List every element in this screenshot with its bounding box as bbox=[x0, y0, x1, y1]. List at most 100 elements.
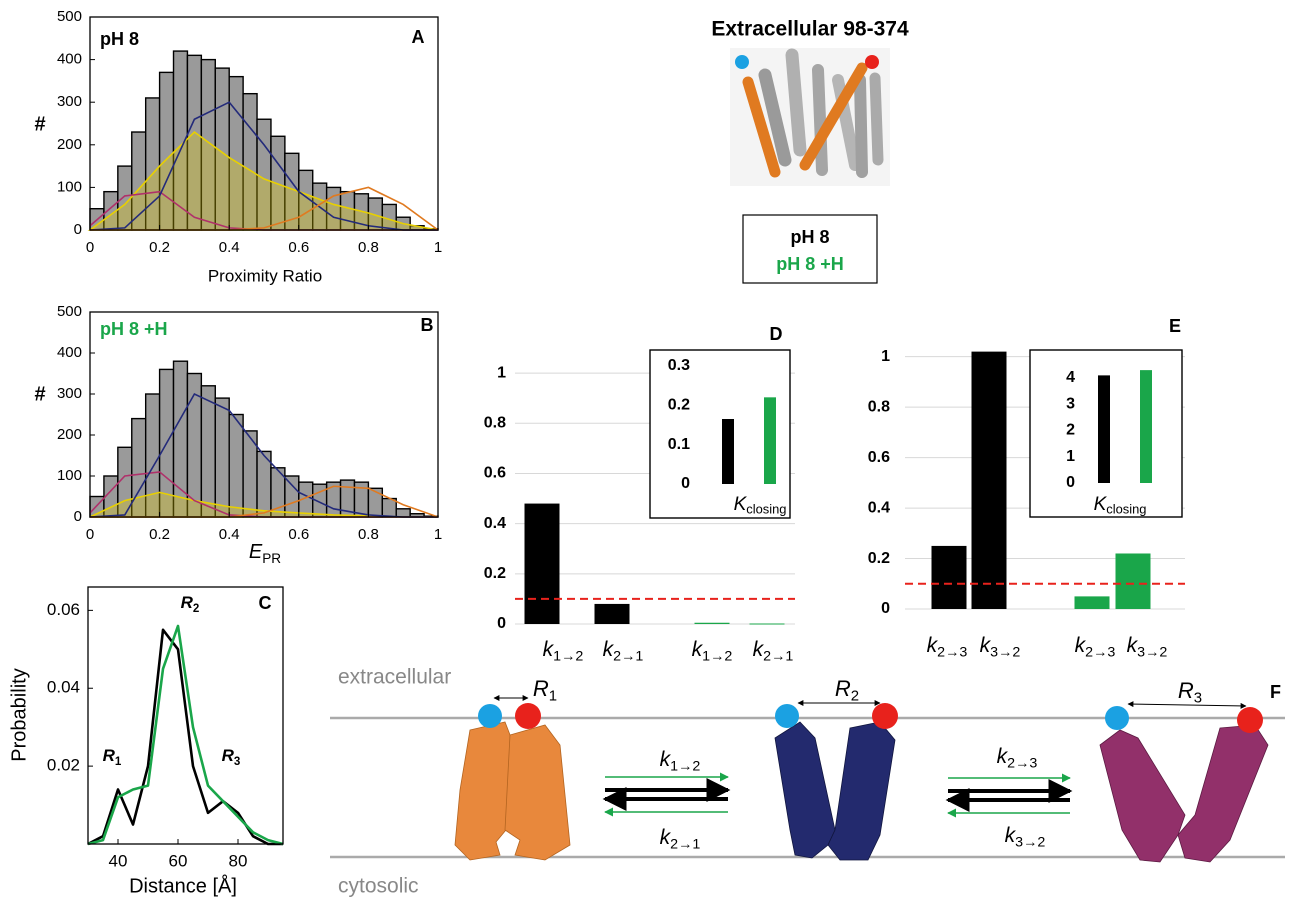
subscript: 2→3 bbox=[1085, 644, 1115, 660]
inset-y-tick-label: 0 bbox=[681, 475, 690, 492]
x-tick-label: 0.2 bbox=[149, 239, 170, 256]
distance-arrows bbox=[493, 695, 1247, 709]
condition-label: pH 8 bbox=[790, 227, 829, 247]
subscript: closing bbox=[746, 502, 786, 517]
y-tick-label: 300 bbox=[57, 385, 82, 402]
symbol: R bbox=[1178, 678, 1194, 703]
histogram-bar bbox=[284, 475, 300, 518]
y-axis-label: Probability bbox=[8, 668, 30, 761]
y-tick-label: 100 bbox=[57, 467, 82, 484]
y-tick-label: 0.6 bbox=[868, 449, 890, 466]
x-tick-label: 0 bbox=[86, 239, 94, 256]
subscript: 3→2 bbox=[1015, 834, 1045, 850]
x-tick-label: 0.6 bbox=[288, 526, 309, 543]
header-title: Extracellular 98-374 bbox=[711, 18, 909, 41]
y-tick-label: 0.6 bbox=[484, 465, 506, 482]
y-tick-label: 0.4 bbox=[868, 499, 890, 516]
subscript-label: k2→3 bbox=[997, 745, 1038, 772]
x-tick-label: 0 bbox=[86, 526, 94, 543]
bar bbox=[1115, 553, 1151, 609]
inset-bar bbox=[764, 397, 776, 484]
panel-label: D bbox=[770, 324, 783, 344]
symbol: k bbox=[692, 638, 704, 661]
subscript: 1→2 bbox=[553, 648, 583, 664]
molecule bbox=[730, 48, 890, 186]
inset-y-tick-label: 1 bbox=[1066, 448, 1075, 465]
histogram-bar bbox=[325, 481, 342, 518]
y-tick-label: 200 bbox=[57, 426, 82, 443]
symbol: k bbox=[660, 748, 672, 771]
subscript: 2→3 bbox=[1007, 755, 1037, 771]
inset-y-tick-label: 0.3 bbox=[668, 357, 690, 374]
histogram-bar bbox=[395, 508, 411, 518]
symbol: R bbox=[835, 676, 851, 701]
y-axis-label: # bbox=[34, 383, 45, 405]
symbol: E bbox=[249, 541, 263, 563]
y-tick-label: 1 bbox=[497, 364, 506, 381]
condition-label: pH 8 +H bbox=[776, 254, 844, 274]
y-tick-label: 0 bbox=[881, 600, 890, 617]
subscript: 3→2 bbox=[1137, 644, 1167, 660]
subscript-label: k2→3 bbox=[927, 634, 968, 661]
subscript-label: k1→2 bbox=[660, 748, 701, 775]
subscript-label: R2 bbox=[835, 676, 859, 705]
y-tick-label: 0.2 bbox=[484, 565, 506, 582]
inset-y-tick-label: 0.2 bbox=[668, 396, 690, 413]
subscript: 3 bbox=[1194, 690, 1202, 707]
axes-frame bbox=[87, 586, 284, 845]
symbol: k bbox=[543, 638, 555, 661]
y-tick-label: 0.04 bbox=[47, 678, 80, 697]
panel-label: E bbox=[1169, 316, 1181, 336]
subscript-label: k1→2 bbox=[543, 638, 584, 665]
y-tick-label: 400 bbox=[57, 51, 82, 68]
inset-y-tick-label: 2 bbox=[1066, 422, 1075, 439]
x-tick-label: 0.8 bbox=[358, 526, 379, 543]
bar bbox=[1074, 596, 1110, 609]
dyes bbox=[478, 703, 1263, 733]
panel-label: C bbox=[259, 593, 272, 613]
x-tick-label: 40 bbox=[109, 851, 128, 870]
symbol: k bbox=[997, 745, 1009, 768]
series-line bbox=[87, 628, 283, 846]
x-tick-label: 60 bbox=[169, 851, 188, 870]
y-tick-label: 0.4 bbox=[484, 515, 506, 532]
subscript-label: R3 bbox=[1178, 678, 1202, 707]
y-tick-label: 0.06 bbox=[47, 600, 80, 619]
x-tick-label: 0.8 bbox=[358, 239, 379, 256]
panel-label: B bbox=[421, 315, 434, 335]
symbol: k bbox=[927, 634, 939, 657]
subscript: closing bbox=[1106, 502, 1146, 517]
symbol: k bbox=[603, 638, 615, 661]
y-tick-label: 300 bbox=[57, 93, 82, 110]
subscript-label: k2→1 bbox=[660, 826, 701, 853]
histogram-bar bbox=[200, 385, 216, 518]
chart-title: pH 8 bbox=[100, 29, 139, 49]
x-tick-label: 0.4 bbox=[219, 526, 240, 543]
subscript-label: EPR bbox=[249, 541, 281, 565]
bar bbox=[694, 622, 730, 624]
symbol: K bbox=[734, 494, 748, 515]
subscript: 2→1 bbox=[763, 648, 793, 664]
extracellular-label: extracellular bbox=[338, 666, 451, 689]
y-tick-label: 0 bbox=[74, 221, 82, 238]
symbol: k bbox=[1075, 634, 1087, 657]
y-tick-label: 0 bbox=[74, 508, 82, 525]
x-tick-label: 1 bbox=[434, 526, 442, 543]
x-tick-label: 0.4 bbox=[219, 239, 240, 256]
x-tick-label: 0.2 bbox=[149, 526, 170, 543]
subscript-label: k2→1 bbox=[753, 638, 794, 665]
symbol: k bbox=[1127, 634, 1139, 657]
subscript-label: Kclosing bbox=[734, 494, 787, 517]
y-tick-label: 0.8 bbox=[868, 398, 890, 415]
y-tick-label: 0.2 bbox=[868, 550, 890, 567]
series-line bbox=[87, 624, 284, 846]
subscript-label: k3→2 bbox=[1127, 634, 1168, 661]
protein-state-1 bbox=[454, 721, 571, 861]
symbol: K bbox=[1094, 494, 1108, 515]
panel-label: A bbox=[412, 27, 425, 47]
x-tick-label: 0.6 bbox=[288, 239, 309, 256]
subscript: 2 bbox=[193, 603, 199, 615]
chart-title: pH 8 +H bbox=[100, 319, 168, 339]
subscript-label: k2→3 bbox=[1075, 634, 1116, 661]
